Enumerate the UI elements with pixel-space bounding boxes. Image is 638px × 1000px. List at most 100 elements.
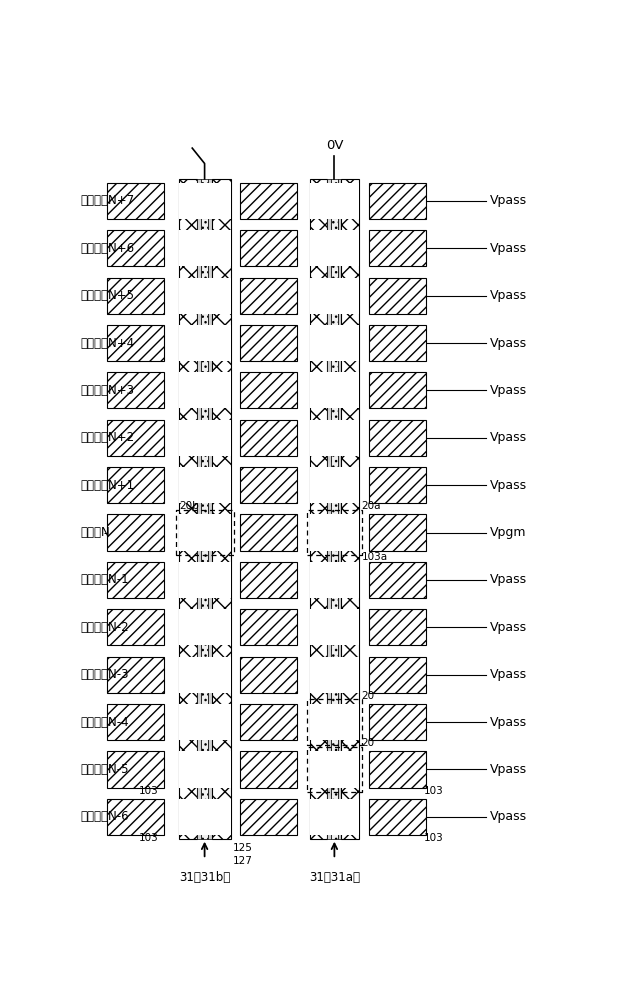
Bar xyxy=(107,609,164,645)
Bar xyxy=(369,230,426,266)
Text: 非选择层N-1: 非选择层N-1 xyxy=(81,573,130,586)
Text: Vpass: Vpass xyxy=(490,194,527,207)
Bar xyxy=(107,514,164,551)
Bar xyxy=(309,179,327,839)
Bar xyxy=(369,799,426,835)
Bar xyxy=(369,751,426,788)
Text: Vpass: Vpass xyxy=(490,621,527,634)
Bar xyxy=(369,704,426,740)
Bar xyxy=(241,704,297,740)
Bar xyxy=(179,562,230,598)
Bar xyxy=(179,609,230,645)
Bar xyxy=(241,562,297,598)
Text: 103: 103 xyxy=(139,786,159,796)
Bar xyxy=(369,325,426,361)
Bar xyxy=(179,657,230,693)
Bar xyxy=(369,657,426,693)
Text: 非选择层N+7: 非选择层N+7 xyxy=(81,194,135,207)
Text: Vpass: Vpass xyxy=(490,763,527,776)
Bar xyxy=(241,278,297,314)
Text: 103: 103 xyxy=(424,833,443,843)
Bar xyxy=(107,325,164,361)
Bar xyxy=(309,751,359,788)
Bar xyxy=(309,657,359,693)
Text: Vpass: Vpass xyxy=(490,384,527,397)
Bar xyxy=(309,183,359,219)
Bar xyxy=(341,179,359,839)
Bar xyxy=(369,372,426,408)
Bar xyxy=(107,183,164,219)
Bar xyxy=(107,799,164,835)
Bar xyxy=(179,372,230,408)
Bar xyxy=(331,179,338,839)
Bar xyxy=(309,562,359,598)
Bar xyxy=(197,179,201,839)
Bar xyxy=(309,609,359,645)
Text: 非选择层N+6: 非选择层N+6 xyxy=(81,242,135,255)
Bar xyxy=(179,467,230,503)
Text: Vpass: Vpass xyxy=(490,716,527,729)
Text: 103a: 103a xyxy=(362,552,388,562)
Bar xyxy=(107,230,164,266)
Text: 103: 103 xyxy=(424,786,443,796)
Bar xyxy=(179,799,230,835)
Bar xyxy=(107,467,164,503)
Bar xyxy=(338,179,341,839)
Bar xyxy=(201,179,208,839)
Bar xyxy=(309,230,359,266)
Text: 20a: 20a xyxy=(362,501,381,511)
Bar xyxy=(179,278,230,314)
Bar xyxy=(309,325,359,361)
Bar xyxy=(179,325,230,361)
Bar xyxy=(369,420,426,456)
Text: Vpass: Vpass xyxy=(490,810,527,823)
Bar xyxy=(107,420,164,456)
Text: 125: 125 xyxy=(233,843,253,853)
Bar xyxy=(179,704,230,740)
Bar xyxy=(179,230,230,266)
Text: Vpass: Vpass xyxy=(490,289,527,302)
Text: 31（31a）: 31（31a） xyxy=(309,871,360,884)
Bar xyxy=(309,799,359,835)
Text: Vpgm: Vpgm xyxy=(490,526,526,539)
Text: Vpass: Vpass xyxy=(490,242,527,255)
Bar xyxy=(369,609,426,645)
Bar xyxy=(369,514,426,551)
Bar xyxy=(241,751,297,788)
Bar xyxy=(107,562,164,598)
Text: 20b: 20b xyxy=(180,501,200,511)
Text: Vpass: Vpass xyxy=(490,479,527,492)
Bar xyxy=(107,657,164,693)
Bar xyxy=(327,179,331,839)
Bar xyxy=(369,278,426,314)
Text: Vpass: Vpass xyxy=(490,337,527,350)
Bar xyxy=(241,514,297,551)
Text: 20: 20 xyxy=(362,738,375,748)
Bar xyxy=(241,657,297,693)
Text: 非选择层N-4: 非选择层N-4 xyxy=(81,716,130,729)
Bar xyxy=(241,325,297,361)
Bar xyxy=(241,230,297,266)
Text: 非选择层N+1: 非选择层N+1 xyxy=(81,479,135,492)
Bar xyxy=(241,609,297,645)
Text: 103: 103 xyxy=(139,833,159,843)
Text: Vpass: Vpass xyxy=(490,668,527,681)
Bar xyxy=(309,420,359,456)
Bar xyxy=(107,704,164,740)
Bar xyxy=(241,467,297,503)
Bar xyxy=(309,372,359,408)
Text: 31（31b）: 31（31b） xyxy=(179,871,230,884)
Text: Vpass: Vpass xyxy=(490,573,527,586)
Text: 非选择层N+3: 非选择层N+3 xyxy=(81,384,135,397)
Text: 非选择层N-2: 非选择层N-2 xyxy=(81,621,130,634)
Bar xyxy=(179,751,230,788)
Text: 非选择层N-5: 非选择层N-5 xyxy=(81,763,130,776)
Text: 非选择层N-6: 非选择层N-6 xyxy=(81,810,130,823)
Bar xyxy=(208,179,212,839)
Text: 非选择层N-3: 非选择层N-3 xyxy=(81,668,130,681)
Text: 20: 20 xyxy=(362,691,375,701)
Text: 非选择层N+4: 非选择层N+4 xyxy=(81,337,135,350)
Bar xyxy=(179,420,230,456)
Bar xyxy=(369,183,426,219)
Text: 0V: 0V xyxy=(325,139,343,152)
